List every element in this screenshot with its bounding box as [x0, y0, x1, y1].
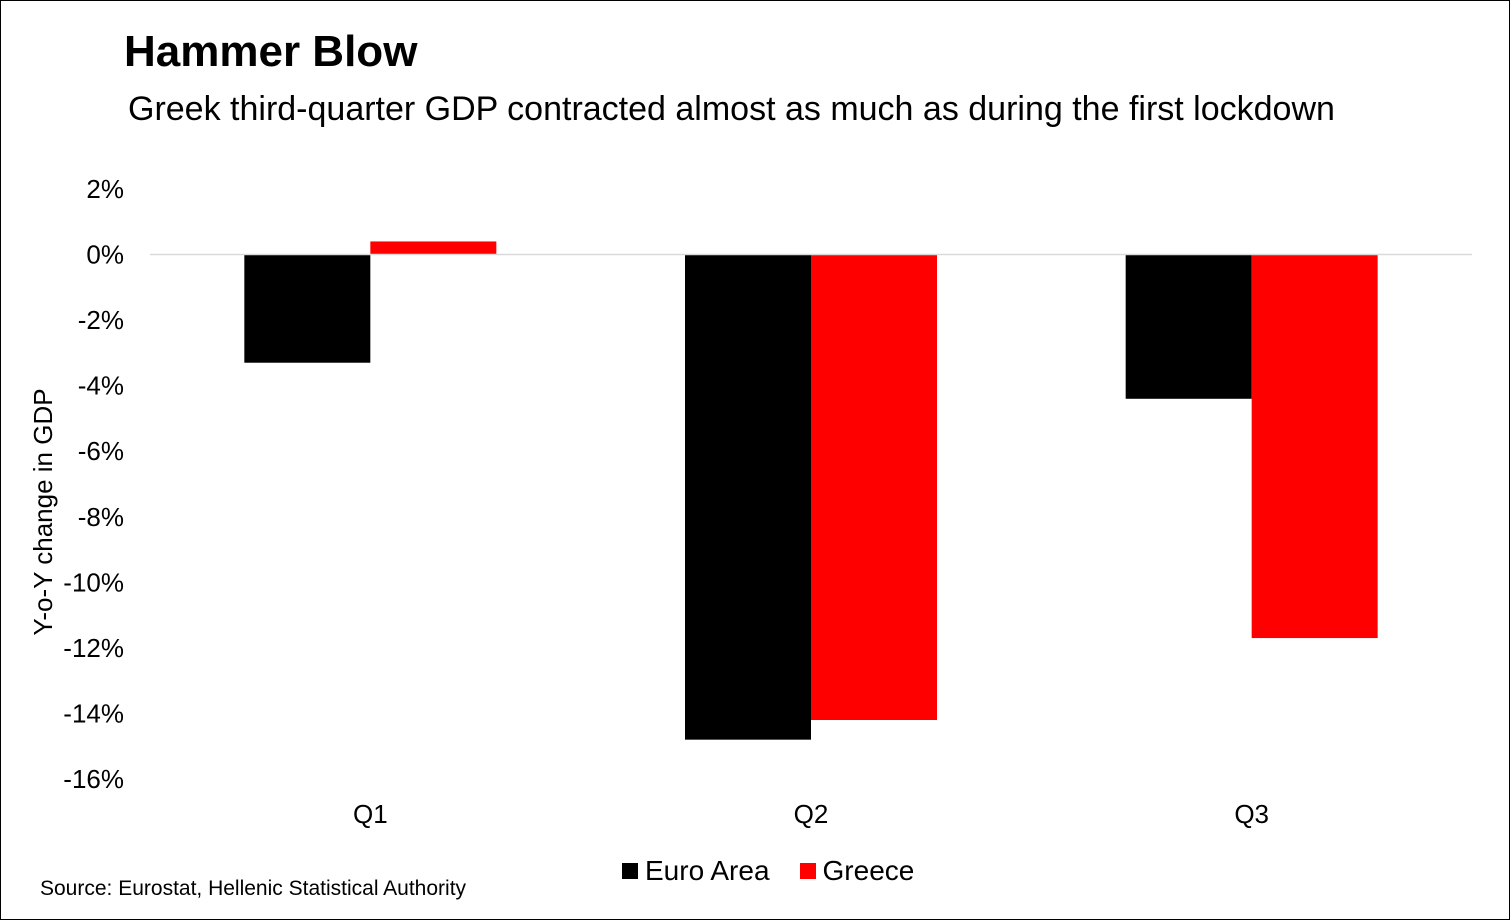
bar-greece-q2: [811, 254, 937, 721]
x-tick-label: Q3: [1234, 799, 1269, 829]
bar-euro-area-q1: [244, 254, 371, 363]
x-tick-label: Q1: [353, 799, 388, 829]
bar-euro-area-q3: [1125, 254, 1252, 399]
chart-title: Hammer Blow: [124, 27, 418, 76]
x-tick-label: Q2: [794, 799, 829, 829]
chart-source: Source: Eurostat, Hellenic Statistical A…: [40, 877, 467, 900]
legend-label-euro-area: Euro Area: [645, 855, 770, 886]
y-tick-label: 0%: [86, 240, 124, 270]
bar-greece-q1: [370, 241, 497, 255]
y-tick-label: -6%: [78, 436, 124, 466]
y-tick-label: -4%: [78, 371, 124, 401]
y-tick-label: 2%: [86, 174, 124, 204]
legend-swatch-greece: [799, 863, 816, 879]
y-tick-label: -2%: [78, 305, 124, 335]
y-axis-label: Y-o-Y change in GDP: [28, 388, 58, 635]
legend-label-greece: Greece: [822, 855, 915, 886]
chart-subtitle: Greek third-quarter GDP contracted almos…: [128, 90, 1335, 128]
y-tick-label: -14%: [63, 698, 124, 728]
chart-legend: Euro Area Greece: [622, 856, 944, 886]
bars: [244, 241, 1378, 740]
y-tick-label: -10%: [63, 567, 124, 597]
y-tick-label: -12%: [63, 633, 124, 663]
x-axis-ticks: Q1 Q2 Q3: [353, 799, 1269, 829]
bar-euro-area-q2: [685, 254, 811, 740]
y-tick-label: -16%: [63, 764, 124, 794]
y-tick-label: -8%: [78, 502, 124, 532]
legend-swatch-euro-area: [622, 863, 638, 879]
bar-greece-q3: [1251, 254, 1378, 639]
y-axis-ticks: 2% 0% -2% -4% -6% -8% -10% -12% -14% -16%: [63, 174, 124, 794]
legend-item-greece: Greece: [799, 855, 915, 886]
legend-item-euro-area: Euro Area: [622, 856, 770, 886]
